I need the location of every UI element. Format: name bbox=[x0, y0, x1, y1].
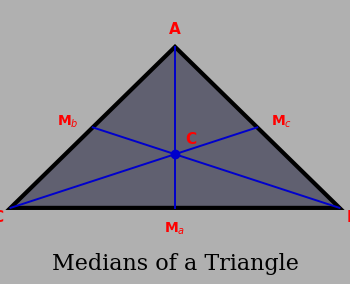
Text: M$_b$: M$_b$ bbox=[57, 114, 79, 130]
Text: Medians of a Triangle: Medians of a Triangle bbox=[51, 254, 299, 275]
Text: C: C bbox=[186, 131, 197, 147]
Text: M$_a$: M$_a$ bbox=[164, 221, 186, 237]
Text: C: C bbox=[0, 210, 4, 225]
Text: A: A bbox=[169, 22, 181, 37]
Text: M$_c$: M$_c$ bbox=[271, 114, 293, 130]
Text: B: B bbox=[346, 210, 350, 225]
Polygon shape bbox=[10, 47, 340, 208]
